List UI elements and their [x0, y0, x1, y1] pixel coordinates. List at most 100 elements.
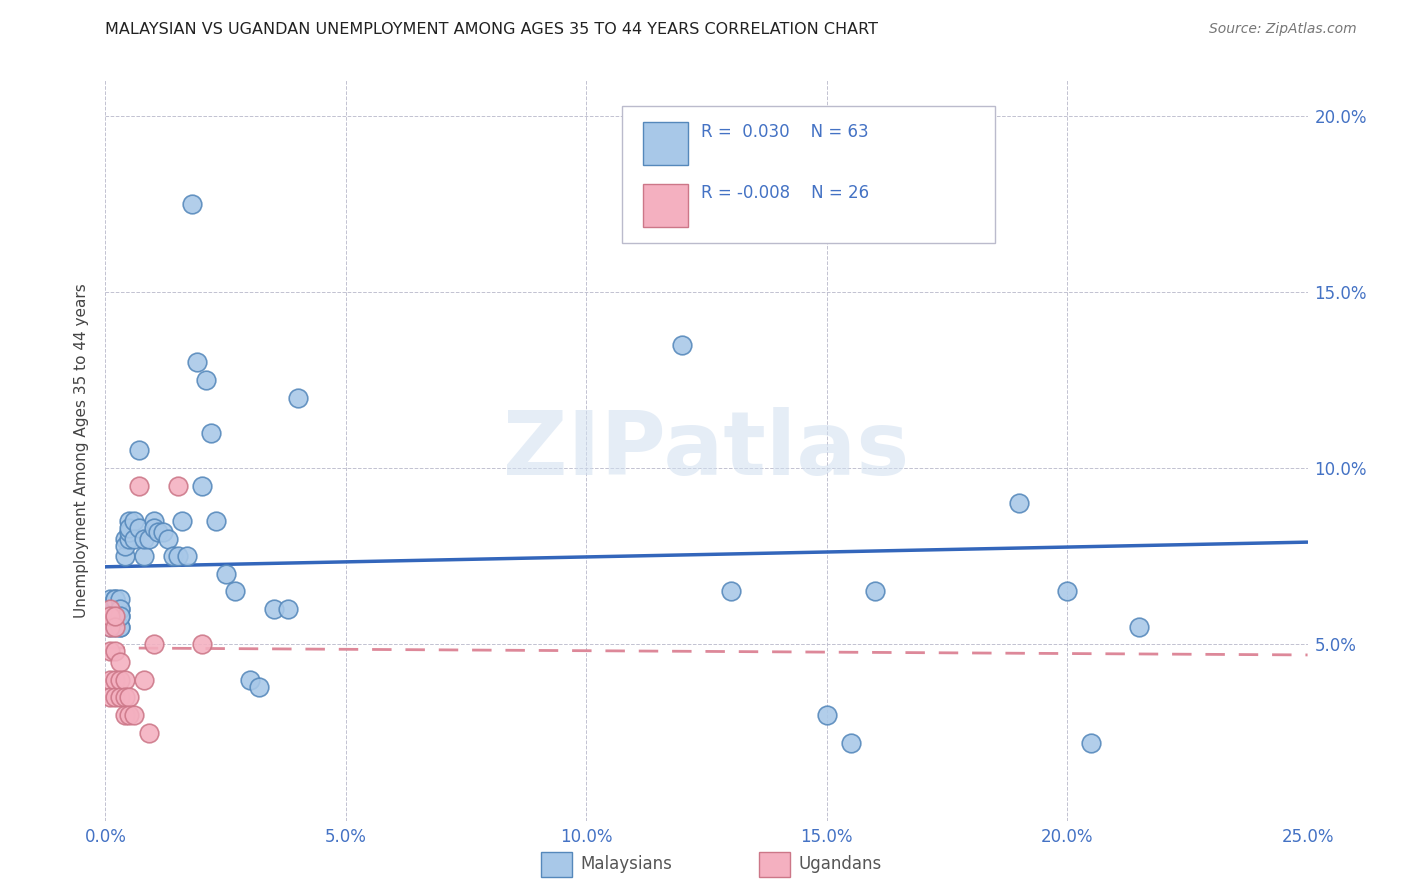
Point: [98, 609, 121, 624]
Point: [104, 644, 127, 658]
Point: [114, 690, 136, 705]
Point: [166, 549, 188, 564]
Point: [124, 707, 146, 722]
Point: [124, 532, 146, 546]
Point: [114, 707, 136, 722]
Point: [263, 602, 285, 616]
Point: [104, 673, 127, 687]
Point: [104, 591, 127, 606]
Point: [128, 521, 150, 535]
Point: [104, 609, 127, 624]
Point: [839, 736, 862, 750]
Point: [142, 637, 165, 651]
Point: [190, 637, 212, 651]
Point: [128, 443, 150, 458]
Point: [186, 355, 208, 369]
Point: [142, 514, 165, 528]
Point: [108, 655, 131, 669]
Point: [132, 673, 155, 687]
Point: [118, 514, 141, 528]
Point: [98, 620, 121, 634]
Point: [98, 591, 121, 606]
Point: [114, 673, 136, 687]
Point: [108, 620, 131, 634]
Point: [181, 196, 204, 211]
Text: MALAYSIAN VS UGANDAN UNEMPLOYMENT AMONG AGES 35 TO 44 YEARS CORRELATION CHART: MALAYSIAN VS UGANDAN UNEMPLOYMENT AMONG …: [105, 22, 879, 37]
Point: [224, 584, 246, 599]
Point: [214, 566, 236, 581]
Point: [152, 524, 174, 539]
Point: [1056, 584, 1078, 599]
Point: [863, 584, 886, 599]
Text: Ugandans: Ugandans: [799, 855, 882, 873]
Point: [118, 524, 141, 539]
Bar: [643, 184, 689, 227]
Y-axis label: Unemployment Among Ages 35 to 44 years: Unemployment Among Ages 35 to 44 years: [75, 283, 90, 618]
Point: [104, 591, 127, 606]
Point: [720, 584, 742, 599]
Point: [195, 373, 218, 387]
Point: [138, 532, 160, 546]
Point: [118, 707, 141, 722]
Point: [104, 602, 127, 616]
Point: [142, 521, 165, 535]
Point: [118, 521, 141, 535]
Point: [108, 673, 131, 687]
Point: [287, 391, 309, 405]
Point: [98, 690, 121, 705]
Text: R =  0.030    N = 63: R = 0.030 N = 63: [700, 123, 868, 141]
Point: [104, 609, 127, 624]
Point: [815, 707, 838, 722]
Point: [114, 532, 136, 546]
Text: ZIPatlas: ZIPatlas: [503, 407, 910, 494]
Point: [166, 479, 188, 493]
Point: [205, 514, 228, 528]
Point: [104, 620, 127, 634]
Point: [1128, 620, 1150, 634]
Point: [277, 602, 299, 616]
Point: [190, 479, 212, 493]
FancyBboxPatch shape: [623, 106, 995, 244]
Point: [172, 514, 194, 528]
Bar: [643, 122, 689, 165]
Point: [671, 337, 693, 351]
Point: [98, 602, 121, 616]
Point: [1080, 736, 1102, 750]
Point: [108, 602, 131, 616]
Point: [98, 609, 121, 624]
Point: [156, 532, 179, 546]
Point: [108, 602, 131, 616]
Point: [98, 602, 121, 616]
Point: [138, 725, 160, 739]
Point: [104, 602, 127, 616]
Point: [108, 609, 131, 624]
Point: [148, 524, 170, 539]
Point: [114, 549, 136, 564]
Point: [1008, 496, 1031, 510]
Point: [200, 425, 222, 440]
Point: [98, 673, 121, 687]
Point: [247, 680, 270, 694]
Point: [114, 539, 136, 553]
Text: R = -0.008    N = 26: R = -0.008 N = 26: [700, 184, 869, 202]
Point: [132, 532, 155, 546]
Point: [104, 620, 127, 634]
Text: Malaysians: Malaysians: [581, 855, 672, 873]
Point: [132, 549, 155, 564]
Point: [108, 690, 131, 705]
Point: [118, 690, 141, 705]
Point: [128, 479, 150, 493]
Point: [104, 690, 127, 705]
Point: [108, 620, 131, 634]
Point: [118, 532, 141, 546]
Point: [108, 591, 131, 606]
Point: [162, 549, 184, 564]
Point: [104, 609, 127, 624]
Point: [239, 673, 262, 687]
Point: [176, 549, 198, 564]
Point: [98, 644, 121, 658]
Point: [108, 609, 131, 624]
Point: [124, 514, 146, 528]
Text: Source: ZipAtlas.com: Source: ZipAtlas.com: [1209, 22, 1357, 37]
Point: [98, 620, 121, 634]
